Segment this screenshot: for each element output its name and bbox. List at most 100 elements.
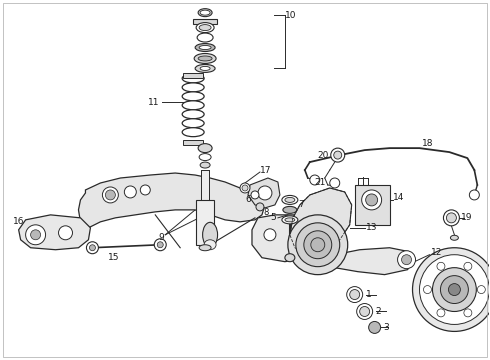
- Circle shape: [350, 289, 360, 300]
- Circle shape: [25, 225, 46, 245]
- Text: 15: 15: [108, 253, 120, 262]
- Ellipse shape: [197, 33, 213, 42]
- Ellipse shape: [282, 216, 298, 224]
- Text: 12: 12: [431, 248, 442, 257]
- Circle shape: [413, 248, 490, 332]
- Circle shape: [437, 262, 445, 270]
- Bar: [355, 185, 390, 225]
- Circle shape: [464, 309, 472, 317]
- Ellipse shape: [203, 222, 218, 247]
- Circle shape: [124, 186, 136, 198]
- Circle shape: [423, 285, 432, 293]
- Text: 9: 9: [158, 233, 164, 242]
- Ellipse shape: [285, 218, 295, 222]
- Bar: [183, 73, 203, 78]
- Ellipse shape: [194, 54, 216, 63]
- Ellipse shape: [200, 10, 210, 15]
- Text: 10: 10: [285, 11, 296, 20]
- Ellipse shape: [182, 74, 204, 83]
- Circle shape: [437, 309, 445, 317]
- Circle shape: [310, 235, 320, 245]
- Circle shape: [102, 187, 119, 203]
- Ellipse shape: [182, 119, 204, 128]
- Circle shape: [296, 223, 340, 267]
- Circle shape: [90, 245, 96, 251]
- Circle shape: [477, 285, 485, 293]
- Circle shape: [448, 284, 461, 296]
- Ellipse shape: [285, 254, 295, 262]
- Ellipse shape: [199, 24, 211, 31]
- Circle shape: [397, 251, 416, 269]
- Circle shape: [366, 194, 378, 206]
- Circle shape: [304, 231, 332, 259]
- Text: 5: 5: [270, 213, 276, 222]
- Circle shape: [330, 178, 340, 188]
- Circle shape: [419, 255, 490, 324]
- Bar: [193, 19, 217, 24]
- Circle shape: [441, 276, 468, 303]
- Circle shape: [86, 242, 98, 254]
- Polygon shape: [290, 188, 352, 255]
- Text: 17: 17: [260, 166, 271, 175]
- Circle shape: [140, 185, 150, 195]
- Text: 11: 11: [148, 98, 160, 107]
- Polygon shape: [78, 173, 265, 228]
- Ellipse shape: [285, 197, 295, 202]
- Ellipse shape: [198, 9, 212, 17]
- Circle shape: [58, 226, 73, 240]
- Ellipse shape: [282, 195, 298, 204]
- Circle shape: [264, 229, 276, 241]
- Circle shape: [240, 183, 250, 193]
- Ellipse shape: [182, 110, 204, 119]
- Text: 6: 6: [245, 195, 251, 204]
- Circle shape: [443, 210, 460, 226]
- Ellipse shape: [199, 45, 211, 50]
- Ellipse shape: [200, 162, 210, 168]
- Bar: [196, 200, 214, 245]
- Text: 8: 8: [263, 208, 269, 217]
- Circle shape: [288, 215, 348, 275]
- Ellipse shape: [182, 92, 204, 101]
- Circle shape: [362, 190, 382, 210]
- Circle shape: [154, 239, 166, 251]
- Polygon shape: [328, 248, 415, 275]
- Ellipse shape: [200, 67, 210, 71]
- Text: 1: 1: [366, 290, 371, 299]
- Circle shape: [433, 268, 476, 311]
- Circle shape: [157, 242, 163, 248]
- Text: 2: 2: [376, 307, 381, 316]
- Ellipse shape: [182, 101, 204, 110]
- Circle shape: [30, 230, 41, 240]
- Text: 7: 7: [298, 201, 304, 210]
- Circle shape: [331, 148, 345, 162]
- Polygon shape: [248, 178, 280, 208]
- Ellipse shape: [198, 144, 212, 153]
- Ellipse shape: [199, 245, 211, 251]
- Text: 14: 14: [392, 193, 404, 202]
- Ellipse shape: [450, 235, 458, 240]
- Ellipse shape: [198, 56, 212, 61]
- Ellipse shape: [182, 128, 204, 137]
- Circle shape: [242, 185, 248, 191]
- Circle shape: [347, 287, 363, 302]
- Ellipse shape: [283, 206, 297, 213]
- Ellipse shape: [196, 23, 214, 32]
- Polygon shape: [19, 215, 91, 250]
- Ellipse shape: [195, 64, 215, 72]
- Circle shape: [105, 190, 115, 200]
- Circle shape: [401, 255, 412, 265]
- Text: 21: 21: [315, 179, 326, 188]
- Circle shape: [464, 262, 472, 270]
- Ellipse shape: [195, 44, 215, 51]
- Circle shape: [368, 321, 381, 333]
- Text: 18: 18: [421, 139, 433, 148]
- Circle shape: [256, 203, 264, 211]
- Circle shape: [258, 186, 272, 200]
- Circle shape: [446, 213, 456, 223]
- Polygon shape: [252, 215, 330, 262]
- Text: 16: 16: [13, 217, 24, 226]
- Circle shape: [357, 303, 372, 319]
- Circle shape: [311, 238, 325, 252]
- Text: 19: 19: [462, 213, 473, 222]
- Circle shape: [251, 191, 259, 199]
